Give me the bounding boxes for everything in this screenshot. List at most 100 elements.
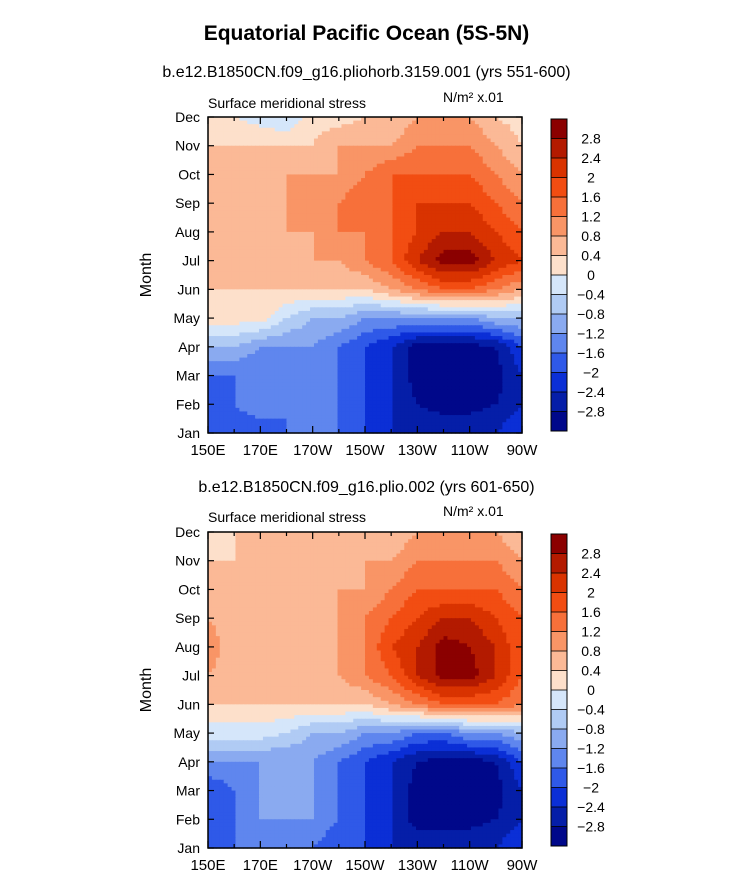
heatmap-cell xyxy=(455,231,460,237)
heatmap-cell xyxy=(443,181,449,186)
heatmap-cell xyxy=(498,264,503,269)
heatmap-cell xyxy=(447,289,452,294)
heatmap-cell xyxy=(357,307,362,312)
heatmap-cell xyxy=(321,275,327,280)
heatmap-cell xyxy=(306,120,311,125)
heatmap-cell xyxy=(211,192,217,197)
heatmap-cell xyxy=(431,188,437,194)
heatmap-cell xyxy=(470,282,476,287)
heatmap-cell xyxy=(286,192,292,197)
heatmap-cell xyxy=(251,328,256,334)
heatmap-cell xyxy=(313,213,319,219)
heatmap-cell xyxy=(231,196,237,201)
heatmap-cell xyxy=(439,167,445,172)
heatmap-cell xyxy=(380,242,386,247)
heatmap-cell xyxy=(510,336,515,341)
heatmap-cell xyxy=(435,127,441,132)
heatmap-cell xyxy=(231,300,237,305)
heatmap-cell xyxy=(384,217,390,222)
heatmap-cell xyxy=(478,188,484,194)
heatmap-cell xyxy=(298,325,303,330)
heatmap-cell xyxy=(443,138,449,143)
heatmap-cell xyxy=(455,242,460,247)
heatmap-cell xyxy=(219,253,225,258)
heatmap-cell xyxy=(490,246,496,251)
heatmap-cell xyxy=(211,314,217,319)
heatmap-cell xyxy=(208,217,213,222)
heatmap-cell xyxy=(400,271,405,276)
heatmap-cell xyxy=(361,253,366,258)
heatmap-cell xyxy=(251,260,256,265)
heatmap-cell xyxy=(227,285,233,290)
heatmap-cell xyxy=(259,271,264,276)
heatmap-cell xyxy=(494,203,500,208)
heatmap-cell xyxy=(518,296,523,301)
heatmap-cell xyxy=(463,178,468,183)
heatmap-cell xyxy=(435,210,441,215)
heatmap-cell xyxy=(290,249,295,255)
heatmap-cell xyxy=(478,231,484,237)
heatmap-cell xyxy=(262,328,268,334)
heatmap-cell xyxy=(310,199,315,204)
heatmap-cell xyxy=(231,282,237,287)
heatmap-cell xyxy=(255,134,260,140)
heatmap-cell xyxy=(223,142,229,147)
heatmap-cell xyxy=(451,206,456,211)
heatmap-cell xyxy=(494,267,500,273)
heatmap-cell xyxy=(227,138,233,143)
heatmap-cell xyxy=(388,138,394,143)
heatmap-cell xyxy=(243,170,248,176)
heatmap-cell xyxy=(396,231,401,237)
heatmap-cell xyxy=(486,131,492,136)
heatmap-cell xyxy=(408,325,413,330)
heatmap-cell xyxy=(380,145,386,150)
heatmap-cell xyxy=(478,152,484,158)
heatmap-cell xyxy=(502,142,507,147)
heatmap-cell xyxy=(353,217,358,222)
heatmap-cell xyxy=(231,249,237,255)
heatmap-cell xyxy=(408,213,413,219)
heatmap-cell xyxy=(502,192,507,197)
heatmap-cell xyxy=(259,260,264,265)
heatmap-cell xyxy=(412,221,417,226)
heatmap-cell xyxy=(419,289,425,294)
heatmap-cell xyxy=(486,249,492,255)
heatmap-cell xyxy=(313,246,319,251)
heatmap-cell xyxy=(470,145,476,150)
heatmap-cell xyxy=(455,185,460,190)
heatmap-cell xyxy=(259,289,264,294)
heatmap-cell xyxy=(223,149,229,154)
heatmap-cell xyxy=(357,203,362,208)
heatmap-cell xyxy=(223,160,229,165)
heatmap-cell xyxy=(486,156,492,161)
heatmap-cell xyxy=(467,300,472,305)
heatmap-cell xyxy=(506,170,511,176)
heatmap-cell xyxy=(219,145,225,150)
heatmap-cell xyxy=(306,289,311,294)
heatmap-cell xyxy=(298,260,303,265)
heatmap-cell xyxy=(219,282,225,287)
heatmap-cell xyxy=(321,246,327,251)
heatmap-cell xyxy=(408,257,413,262)
heatmap-cell xyxy=(380,124,386,129)
heatmap-cell xyxy=(255,206,260,211)
heatmap-cell xyxy=(498,242,503,247)
heatmap-cell xyxy=(498,314,503,319)
heatmap-cell xyxy=(419,117,425,122)
heatmap-cell xyxy=(321,303,327,308)
heatmap-cell xyxy=(251,289,256,294)
heatmap-cell xyxy=(349,163,354,168)
heatmap-cell xyxy=(482,264,488,269)
heatmap-cell xyxy=(317,336,323,341)
heatmap-cell xyxy=(306,271,311,276)
heatmap-cell xyxy=(270,282,276,287)
heatmap-cell xyxy=(313,278,319,283)
heatmap-cell xyxy=(266,117,272,122)
heatmap-cell xyxy=(510,253,515,258)
heatmap-cell xyxy=(302,310,307,316)
heatmap-cell xyxy=(447,117,452,122)
heatmap-cell xyxy=(219,239,225,244)
heatmap-cell xyxy=(490,185,496,190)
heatmap-cell xyxy=(400,325,405,330)
heatmap-cell xyxy=(388,296,394,301)
